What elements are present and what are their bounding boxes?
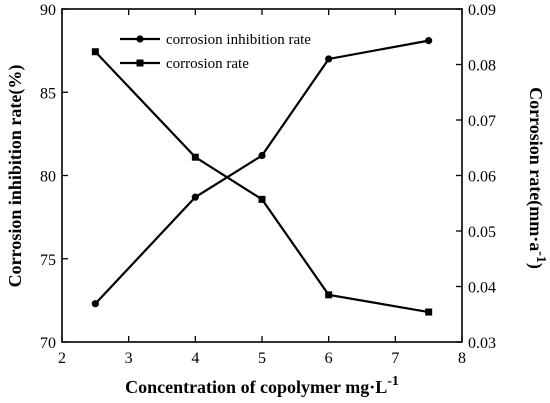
y-right-title-exp: -1 [533,251,548,263]
y-left-tick-label: 90 [40,2,56,19]
x-tick-label: 3 [125,350,133,367]
point-square [191,153,199,161]
x-axis-title: Concentration of copolymer mg·L-1 [125,374,399,397]
y-right-tick-label: 0.06 [468,169,496,186]
x-tick-label: 8 [458,350,466,367]
legend-label-inhibition: corrosion inhibition rate [166,32,311,48]
point-circle [425,37,433,45]
legend: corrosion inhibition rate corrosion rate [120,32,311,72]
point-square [325,291,333,299]
x-title-dot: · [369,377,375,397]
x-tick-label: 5 [258,350,266,367]
x-title-unit: mg [345,377,369,397]
y-right-tick-label: 0.04 [468,280,496,297]
series-line-1 [94,50,429,314]
y-right-tick-label: 0.05 [468,224,496,241]
y-left-axis-title: Corrosion inhibition rate(%) [5,65,26,288]
legend-label-corrosion: corrosion rate [166,56,249,72]
point-circle [325,55,333,63]
y-right-tick-label: 0.09 [468,2,496,19]
series-line-0 [94,39,429,305]
y-left-tick-label: 75 [40,252,56,269]
point-circle [258,151,266,160]
y-right-axis-title: Corrosion rate(mm·a-1) [525,87,548,269]
point-square [425,308,433,316]
x-title-unit-tail: L [375,377,387,397]
point-square [91,48,99,56]
legend-marker-square [136,59,144,67]
x-tick-label: 6 [325,350,333,367]
point-circle [91,300,99,308]
ticks-layer: 2 3 4 5 6 7 8 70 75 80 85 90 0.03 0.04 0.05 0.06 0.07 0.0… [40,2,496,367]
x-title-exp: -1 [387,374,399,389]
x-tick-label: 2 [58,350,66,367]
y-right-title-tail: ) [525,263,546,269]
series-layer [91,37,433,316]
x-title-main: Concentration of copolymer [125,377,345,397]
point-square [258,195,266,203]
plot-frame [61,8,463,343]
legend-marker-circle [136,35,144,43]
y-left-tick-label: 80 [40,169,56,186]
y-right-tick-label: 0.08 [468,58,496,75]
y-right-tick-label: 0.03 [468,335,496,352]
y-left-tick-label: 70 [40,335,56,352]
y-right-title-main: Corrosion rate(mm·a [525,87,546,251]
y-right-tick-label: 0.07 [468,113,496,130]
x-tick-label: 7 [391,350,399,367]
x-tick-label: 4 [191,350,199,367]
point-circle [191,193,199,201]
y-left-tick-label: 85 [40,85,56,102]
